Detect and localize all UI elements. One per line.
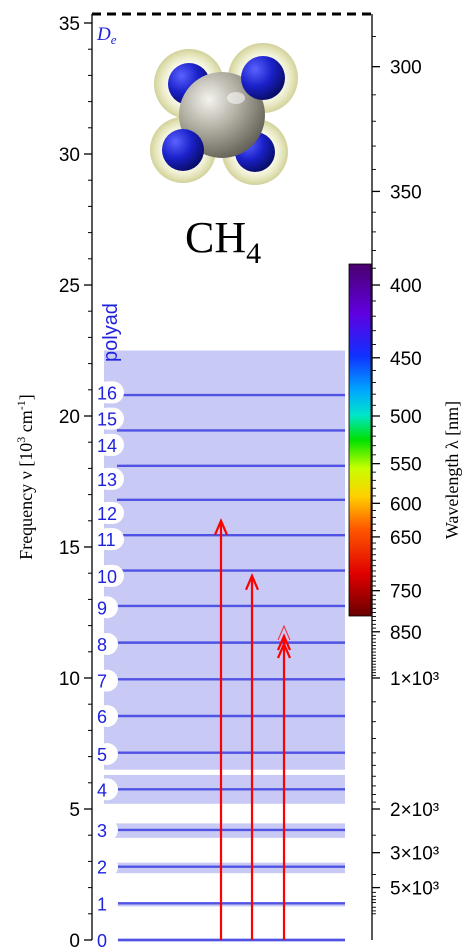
methane-molecule-illustration — [150, 43, 298, 185]
wavelength-tick-label: 300 — [390, 58, 422, 79]
polyad-label: 15 — [97, 410, 117, 430]
polyad-label-badge — [96, 381, 124, 404]
wavelength-tick-label: 350 — [390, 182, 422, 203]
polyad-label: 5 — [97, 745, 107, 765]
polyad-bands — [104, 350, 345, 942]
transition-arrowhead — [276, 641, 292, 659]
wavelength-tick-label: 400 — [390, 276, 422, 297]
polyad-label: 8 — [97, 635, 107, 655]
polyad-label: 4 — [97, 780, 107, 800]
wavelength-tick-label: 850 — [390, 623, 422, 644]
wavelength-tick-label: 2×10³ — [390, 800, 439, 821]
polyad-label-badge — [96, 564, 124, 587]
polyad-label-badge — [96, 528, 124, 551]
frequency-tick-label: 0 — [69, 931, 80, 952]
wavelength-tick-label: 500 — [390, 407, 422, 428]
transition-arrows — [213, 518, 292, 940]
polyad-label-badge — [96, 632, 118, 655]
frequency-axis-label: Frequency ν [103 cm-1] — [14, 394, 36, 560]
wavelength-tick-label: 3×10³ — [390, 844, 439, 865]
wavelength-axis: 300 350 400 450 500 550 600 650 750 850 1×10³ 2×10³… — [371, 14, 439, 940]
polyad-header: polyad — [100, 303, 122, 362]
polyad-label-badge — [96, 704, 118, 727]
polyad-label-badge — [96, 892, 118, 915]
polyad-label: 6 — [97, 707, 107, 727]
polyad-label: 12 — [97, 504, 117, 524]
frequency-tick-label: 30 — [59, 145, 80, 166]
wavelength-axis-label: Wavelength λ [nm] — [442, 401, 462, 539]
polyad-label-badge — [96, 778, 118, 801]
polyad-label: 1 — [97, 894, 107, 914]
wavelength-tick-label: 450 — [390, 349, 422, 370]
frequency-tick-label: 15 — [59, 538, 80, 559]
energy-levels — [117, 393, 345, 942]
polyad-label: 9 — [97, 598, 107, 618]
dissociation-label: De — [96, 24, 117, 47]
polyad-band — [104, 862, 345, 874]
wavelength-tick-label: 600 — [390, 494, 422, 515]
frequency-tick-label: 20 — [59, 407, 80, 428]
polyad-label-badge — [96, 501, 124, 524]
polyad-label-badge — [96, 818, 118, 841]
polyad-label-badge — [96, 929, 118, 951]
polyad-label-badge — [96, 467, 124, 490]
wavelength-tick-label: 1×10³ — [390, 669, 439, 690]
polyad-band — [104, 903, 345, 907]
polyad-label-badge — [96, 407, 124, 430]
molecule-formula: CH4 — [185, 213, 261, 270]
frequency-tick-label: 5 — [69, 800, 80, 821]
polyad-label-badge — [96, 742, 118, 765]
wavelength-tick-label: 550 — [390, 455, 422, 476]
polyad-label-badge — [96, 433, 124, 456]
wavelength-tick-label: 650 — [390, 528, 422, 549]
wavelength-tick-label: 750 — [390, 582, 422, 603]
frequency-tick-label: 10 — [59, 669, 80, 690]
frequency-tick-label: 35 — [59, 14, 80, 35]
polyad-label: 0 — [97, 931, 107, 951]
polyad-band — [104, 350, 345, 770]
polyad-label: 11 — [97, 530, 116, 550]
wavelength-tick-label: 5×10³ — [390, 879, 439, 900]
polyad-label: 10 — [97, 567, 117, 587]
polyad-label-badge — [96, 855, 118, 878]
spectrum-colorbar — [348, 263, 372, 617]
polyad-label-badge — [96, 596, 118, 619]
transition-arrowhead — [277, 624, 291, 641]
frequency-axis: 0 5 10 15 20 25 30 35 — [59, 14, 93, 952]
polyad-label: 14 — [97, 436, 117, 456]
polyad-label: 3 — [97, 821, 107, 841]
polyad-label: 2 — [97, 858, 107, 878]
frequency-tick-label: 25 — [59, 276, 80, 297]
polyad-label: 16 — [97, 383, 117, 403]
transition-arrowhead — [213, 518, 229, 536]
polyad-label-badge — [96, 669, 118, 692]
transition-arrowhead — [276, 633, 292, 651]
transition-arrowhead — [244, 573, 260, 591]
polyad-label: 7 — [97, 672, 107, 692]
polyad-label: 13 — [97, 470, 117, 490]
